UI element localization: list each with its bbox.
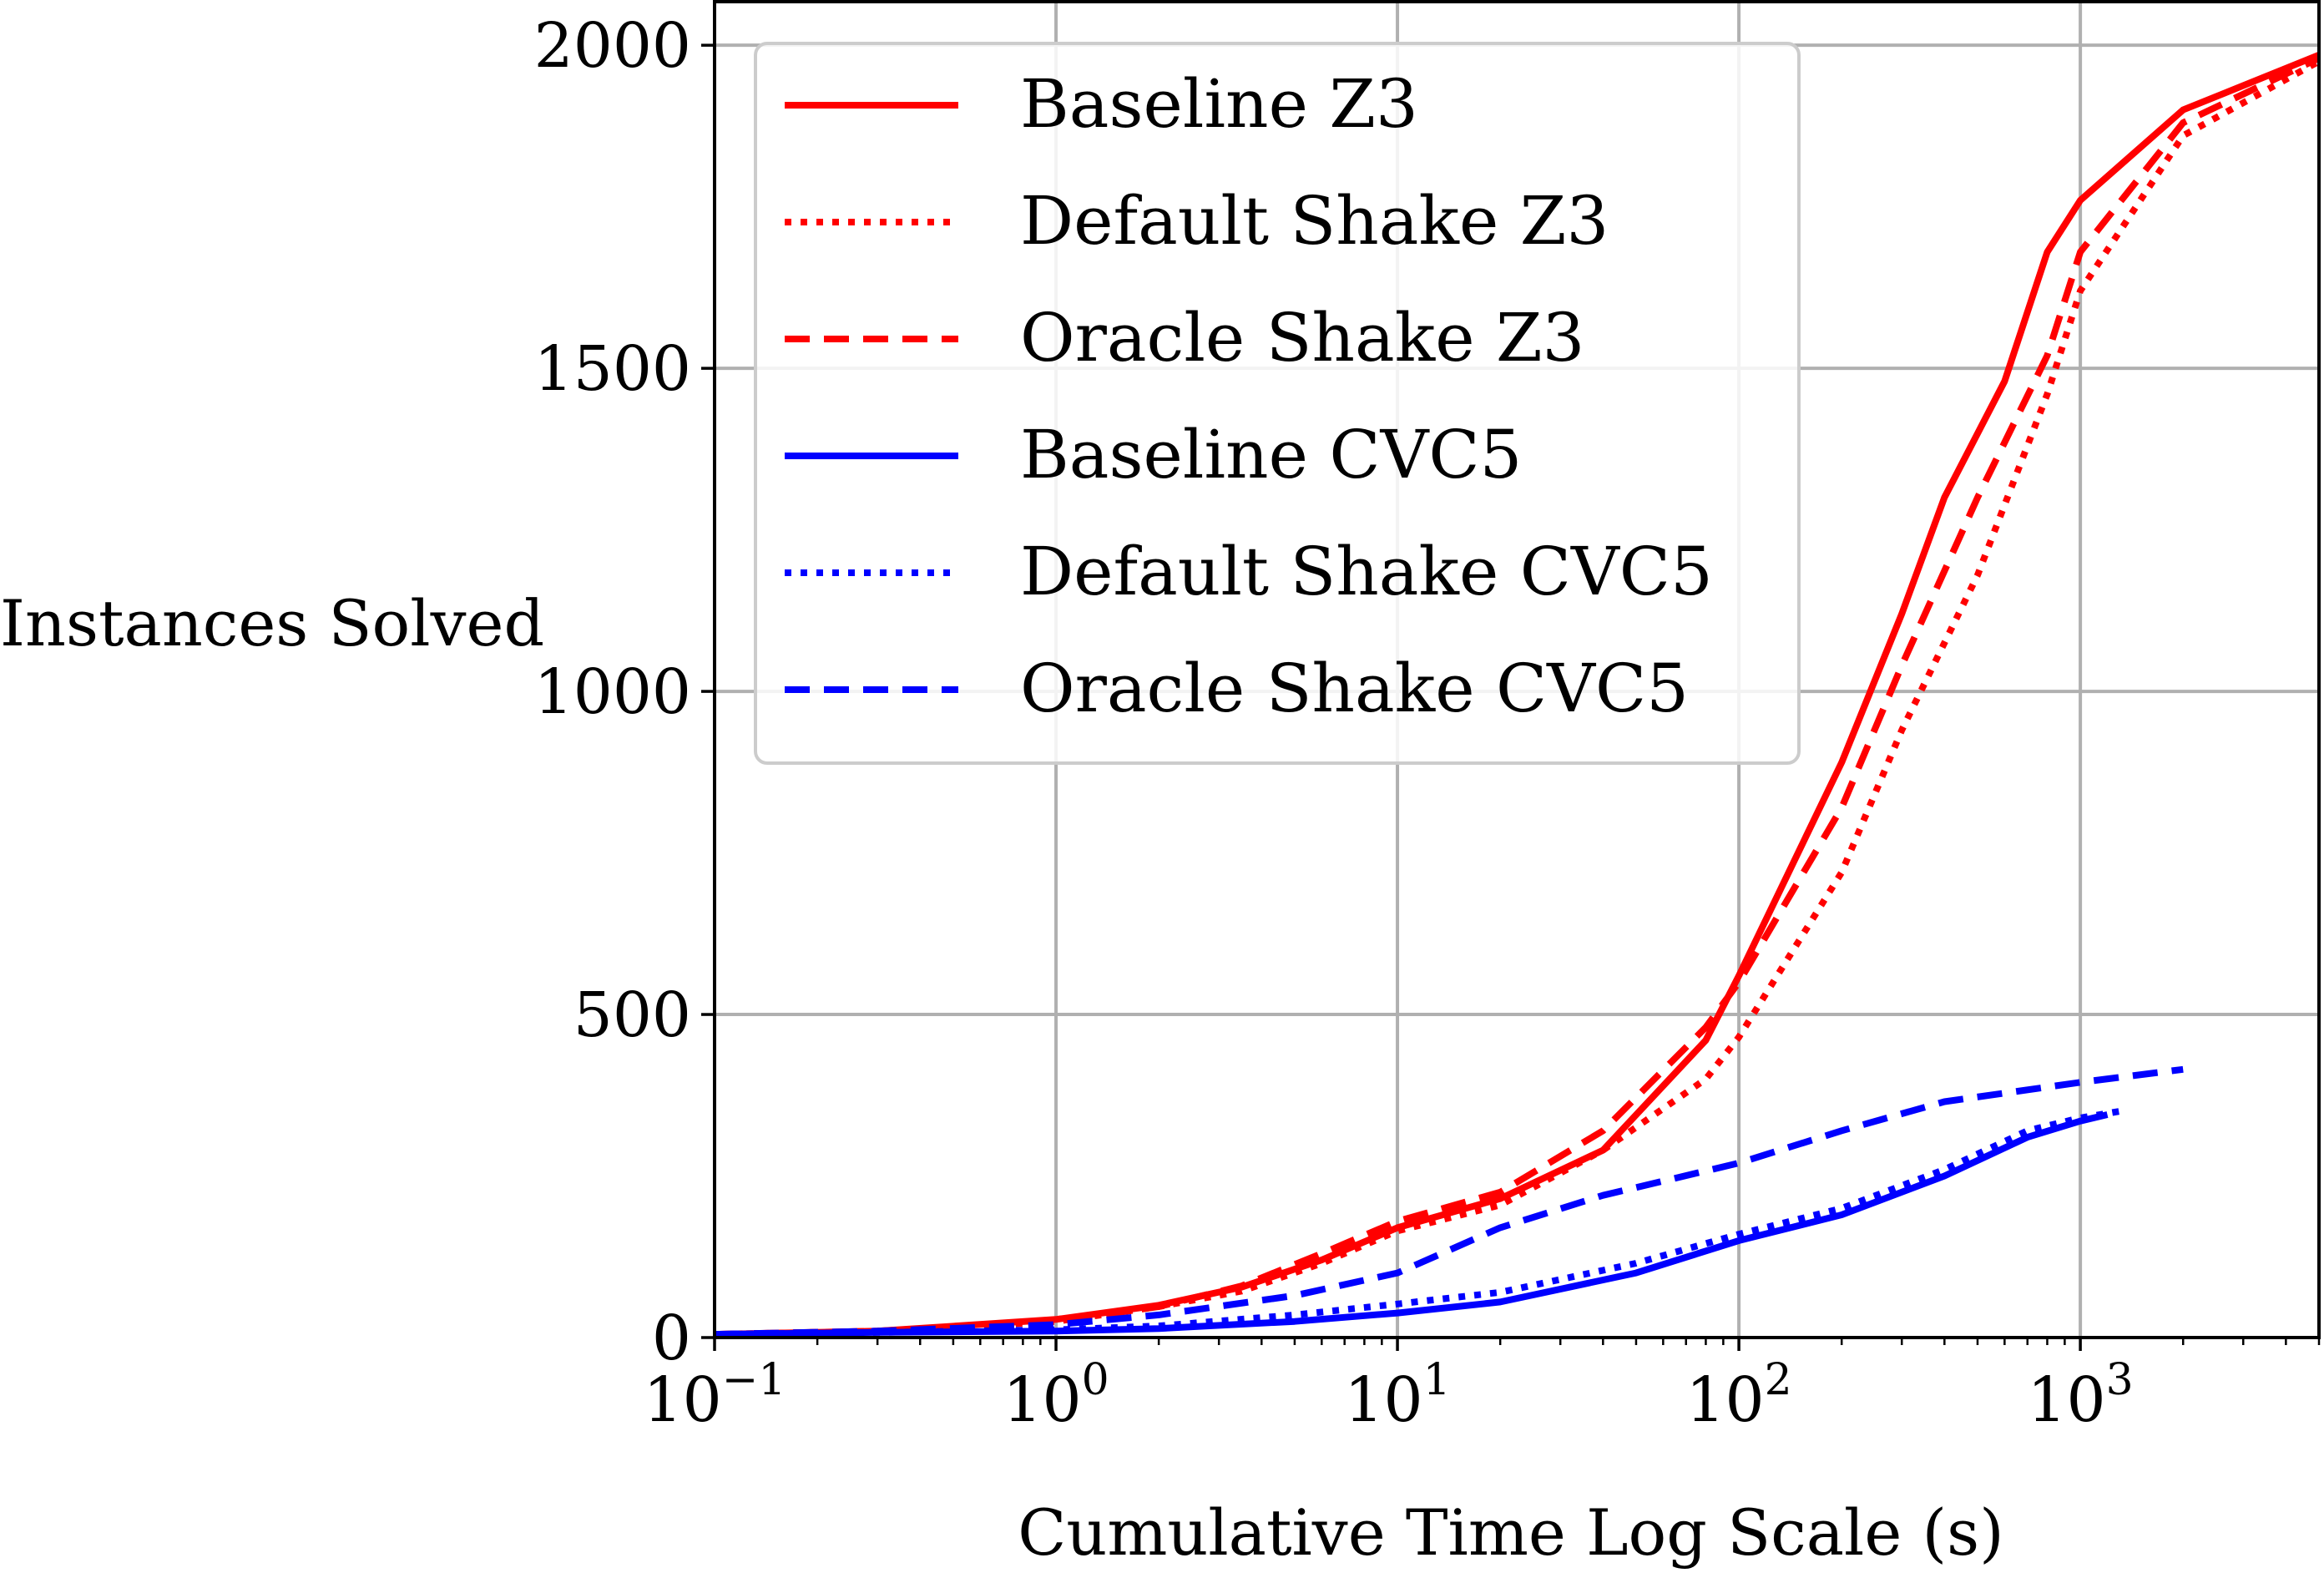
x-tick-label: 10−1 bbox=[644, 1355, 786, 1436]
series-line-baseline-cvc5 bbox=[714, 1111, 2109, 1338]
legend-label-baseline-z3: Baseline Z3 bbox=[1020, 65, 1418, 143]
x-tick-label: 102 bbox=[1685, 1355, 1791, 1436]
axis-ticks: 0 500 1000 1500 2000 10−1 100 101 102 103 bbox=[534, 10, 2321, 1436]
legend-label-oracle-shake-z3: Oracle Shake Z3 bbox=[1020, 299, 1584, 377]
y-tick-label: 0 bbox=[652, 1302, 691, 1374]
y-tick-label: 1500 bbox=[534, 333, 691, 405]
series-line-default-shake-cvc5 bbox=[714, 1108, 2120, 1338]
y-tick-label: 500 bbox=[573, 979, 691, 1051]
x-axis-label: Cumulative Time Log Scale (s) bbox=[1018, 1495, 2004, 1570]
x-tick-label: 100 bbox=[1003, 1355, 1109, 1436]
x-tick-label: 101 bbox=[1344, 1355, 1450, 1436]
legend-label-default-shake-z3: Default Shake Z3 bbox=[1020, 182, 1609, 260]
y-tick-label: 2000 bbox=[534, 10, 691, 82]
legend-box bbox=[754, 42, 1801, 765]
legend-label-oracle-shake-cvc5: Oracle Shake CVC5 bbox=[1020, 650, 1689, 727]
legend-label-default-shake-cvc5: Default Shake CVC5 bbox=[1020, 533, 1713, 610]
plot-frame bbox=[713, 0, 2321, 1339]
y-tick-label: 1000 bbox=[534, 656, 691, 728]
series-line-oracle-shake-cvc5 bbox=[714, 1065, 2184, 1338]
legend-label-baseline-cvc5: Baseline CVC5 bbox=[1020, 416, 1522, 493]
x-tick-label: 103 bbox=[2027, 1355, 2133, 1436]
series-line-oracle-shake-z3 bbox=[714, 55, 2321, 1338]
legend: Baseline Z3 Default Shake Z3 Oracle Shake … bbox=[754, 42, 1801, 765]
series-line-default-shake-z3 bbox=[714, 58, 2321, 1338]
y-axis-label: Instances Solved bbox=[0, 586, 544, 660]
series-layer bbox=[714, 52, 2321, 1338]
